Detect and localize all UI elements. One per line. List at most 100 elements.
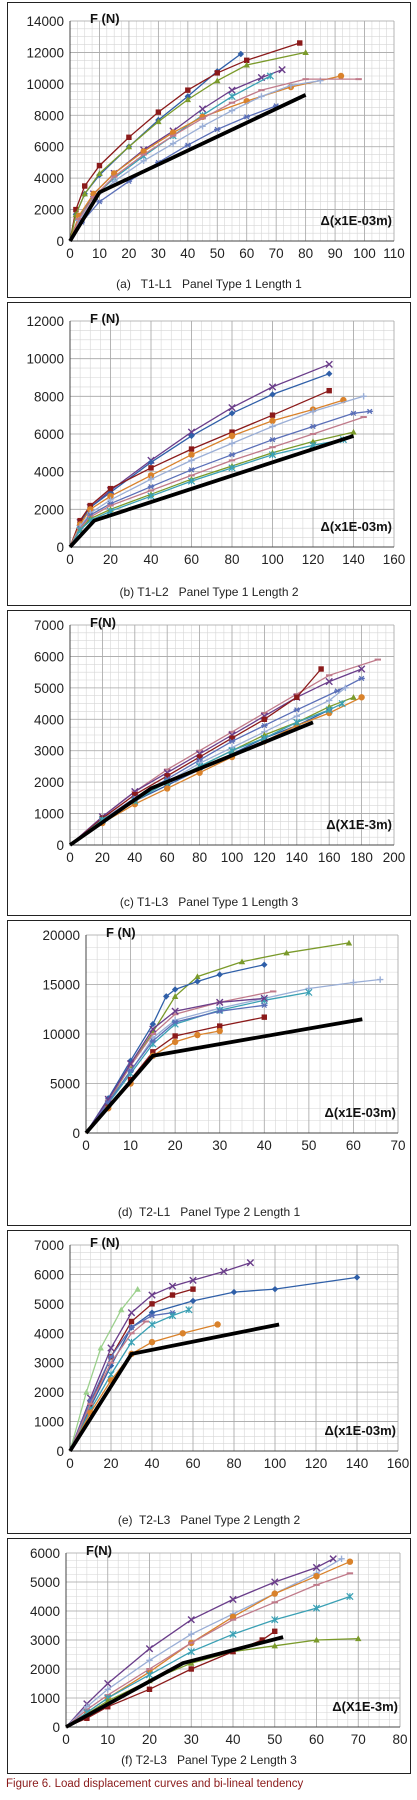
data-point (261, 961, 268, 968)
x-tick-label: 10 (123, 1138, 138, 1153)
data-point (244, 57, 250, 63)
data-point (350, 979, 357, 986)
grid-lines (69, 624, 395, 846)
data-point (82, 183, 88, 189)
data-point (217, 1023, 223, 1029)
data-point (269, 417, 276, 425)
data-point (346, 1558, 354, 1565)
x-tick-label: 30 (212, 1138, 227, 1153)
y-axis-label: F (N) (90, 1235, 120, 1250)
data-point (145, 1671, 154, 1679)
data-point (350, 410, 357, 416)
series-3 (69, 1285, 141, 1452)
data-point (214, 126, 221, 133)
x-tick-label: 140 (286, 850, 309, 865)
data-point (228, 738, 236, 744)
data-point (228, 410, 236, 417)
series-2 (69, 40, 303, 242)
y-axis-label: F (N) (90, 11, 120, 26)
grid-lines (69, 1244, 399, 1452)
data-point (147, 472, 155, 479)
data-point (83, 1388, 90, 1395)
data-point (73, 206, 79, 213)
data-point (148, 1320, 156, 1329)
x-tick-label: 80 (226, 1456, 241, 1471)
data-point (127, 1067, 134, 1074)
series-10 (68, 93, 307, 242)
chart-svg-3: 0 20 40 60 80 100 120 140 160 180 2000100020003000… (34, 615, 405, 865)
chart-panel-5: 0 20 40 60 80 100 120 140 160 0 1000 2000 3000 4000 50… (7, 1230, 411, 1534)
y-tick-label: 5000 (34, 1297, 64, 1312)
y-tick-label: 6000 (34, 140, 64, 155)
series-8 (85, 1014, 267, 1134)
data-point (147, 476, 155, 483)
x-tick-label: 70 (351, 1732, 366, 1747)
data-point (149, 1038, 157, 1044)
data-point (168, 1312, 177, 1320)
data-point (293, 718, 301, 727)
data-point (358, 694, 365, 701)
y-tick-label: 10000 (42, 1027, 80, 1042)
y-tick-label: 0 (56, 540, 64, 555)
x-tick-label: 0 (66, 850, 74, 865)
data-point (194, 973, 201, 980)
data-point (87, 502, 93, 509)
data-point (376, 976, 384, 983)
data-point (148, 1312, 156, 1319)
data-point (261, 1014, 267, 1020)
x-tick-label: 60 (239, 246, 254, 261)
data-point (148, 465, 154, 471)
data-point (198, 105, 207, 113)
y-tick-label: 0 (56, 234, 64, 249)
panel-caption: (e) T2-L3 Panel Type 2 Length 2 (117, 1513, 301, 1527)
x-tick-label: 30 (184, 1732, 199, 1747)
data-point (128, 1318, 135, 1325)
data-point (266, 72, 274, 80)
data-point (199, 123, 206, 130)
y-tick-label: 15000 (42, 978, 80, 993)
y-tick-label: 5000 (30, 1575, 60, 1590)
series-1 (65, 1555, 337, 1728)
y-tick-label: 3000 (34, 744, 64, 759)
data-point (312, 1604, 321, 1612)
y-tick-label: 6000 (34, 427, 64, 442)
series-4 (85, 988, 313, 1134)
y-tick-label: 6000 (34, 649, 64, 664)
data-point (148, 1338, 156, 1346)
x-tick-label: 20 (103, 552, 118, 567)
data-point (171, 993, 179, 999)
data-point (278, 66, 286, 74)
y-tick-label: 14000 (26, 14, 64, 29)
y-axis-label: F(N) (86, 1543, 112, 1558)
data-point (357, 665, 366, 673)
data-point (145, 1645, 154, 1653)
data-point (302, 49, 309, 55)
x-tick-label: 140 (346, 1456, 369, 1471)
chart-svg-2: 0 20 40 60 80 100 120 140 160 0 2000 4000 6000 8000 10… (26, 311, 405, 567)
data-point (228, 86, 236, 94)
series-line (85, 942, 350, 1134)
data-point (188, 451, 195, 458)
x-tick-label: 20 (95, 850, 110, 865)
data-point (169, 140, 177, 147)
data-point (325, 360, 333, 369)
chart-svg-6: 0 10 20 30 40 50 60 70 80 0 1000 2000 3000 4000 5000 60… (30, 1543, 408, 1747)
y-tick-label: 10000 (26, 77, 64, 92)
x-axis-label: Δ(x1E-03m) (321, 213, 392, 228)
data-point (216, 998, 224, 1007)
data-point (228, 440, 236, 447)
series-1 (69, 1258, 255, 1452)
x-tick-label: 50 (210, 246, 225, 261)
y-tick-label: 4000 (30, 1604, 60, 1619)
series-line (69, 439, 344, 548)
data-point (184, 142, 192, 148)
data-point (271, 1616, 279, 1624)
data-point (149, 1301, 155, 1307)
series-7 (69, 694, 365, 846)
data-point (229, 1630, 237, 1638)
x-tick-label: 160 (387, 1456, 410, 1471)
data-point (246, 1258, 255, 1267)
x-tick-label: 120 (302, 552, 325, 567)
data-point (350, 694, 357, 700)
x-tick-label: 60 (346, 1138, 361, 1153)
